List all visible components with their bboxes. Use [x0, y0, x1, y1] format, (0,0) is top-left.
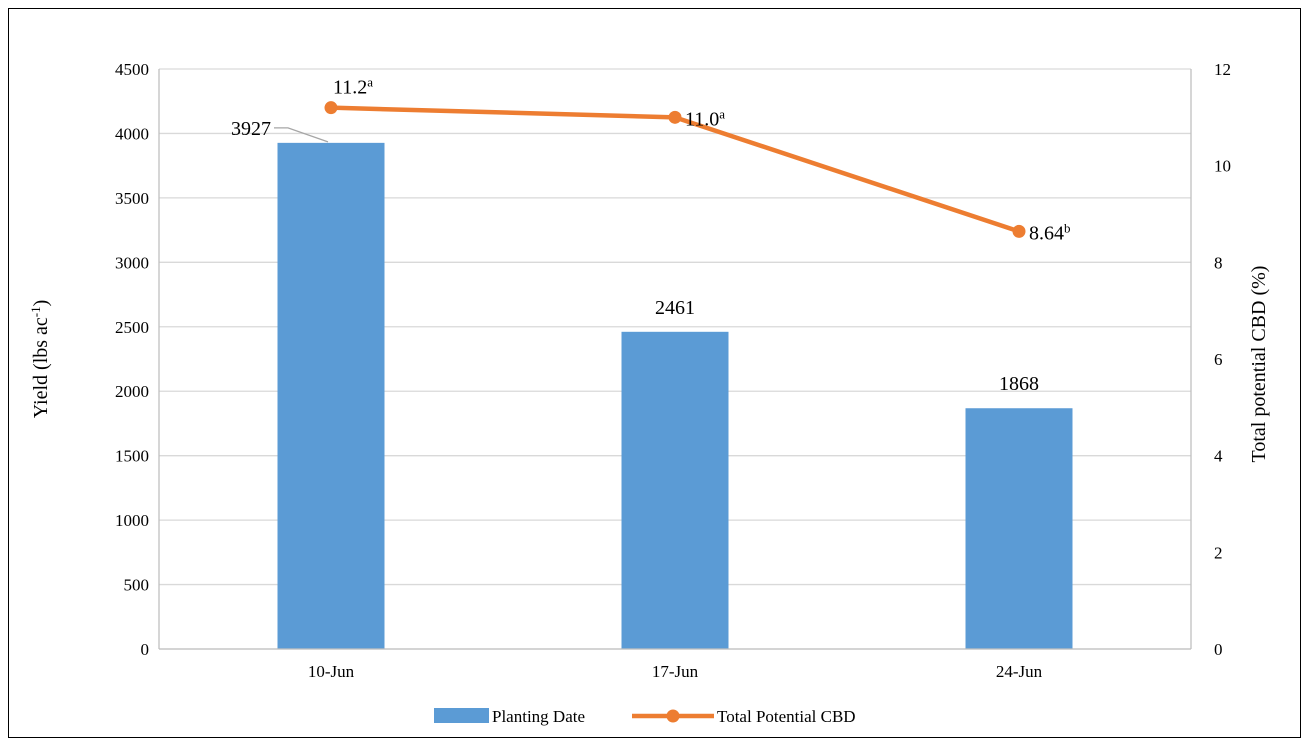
- chart-frame: 0 500 1000 1500 2000 2500 3000 3500 4000 4500 0 2 4 6…: [8, 8, 1301, 738]
- bar-label-leader-line: [274, 127, 329, 143]
- bar-data-label: 3927: [231, 118, 271, 140]
- cbd-point-17-Jun: [668, 110, 682, 124]
- y-right-tick-label: 10: [1214, 157, 1231, 176]
- cbd-data-label-letter: a: [367, 74, 373, 89]
- y-left-axis-title: Yield (lbs ac-1): [28, 300, 53, 419]
- y-right-tick-label: 4: [1214, 447, 1223, 466]
- y-left-tick-label: 2000: [115, 382, 149, 401]
- cbd-data-label: 11.2a: [333, 74, 373, 99]
- legend: Planting Date Total Potential CBD: [434, 707, 856, 726]
- y-left-tick-label: 0: [141, 640, 150, 659]
- line-series-total-potential-cbd: [324, 101, 1026, 238]
- y-left-tick-label: 1500: [115, 447, 149, 466]
- bar-data-label: 2461: [655, 297, 695, 319]
- y-right-tick-label: 6: [1214, 350, 1223, 369]
- cbd-data-label-value: 8.64: [1029, 222, 1064, 244]
- y-left-tick-label: 3000: [115, 253, 149, 272]
- y-left-tick-label: 4500: [115, 60, 149, 79]
- y-left-tick-label: 3500: [115, 189, 149, 208]
- y-right-tick-label: 12: [1214, 60, 1231, 79]
- y-left-tick-label: 2500: [115, 318, 149, 337]
- y-right-tick-label: 0: [1214, 640, 1223, 659]
- cbd-data-label: 8.64b: [1029, 220, 1071, 245]
- cbd-data-label-letter: a: [719, 106, 725, 121]
- y-right-tick-label: 2: [1214, 543, 1223, 562]
- cbd-data-label-value: 11.0: [685, 108, 719, 130]
- y-left-tick-label: 500: [124, 576, 150, 595]
- y-left-tick-label: 4000: [115, 124, 149, 143]
- legend-label-planting-date: Planting Date: [492, 707, 585, 726]
- y-left-axis-title-text: Yield (lbs ac: [30, 317, 52, 418]
- bar-10-Jun: [277, 142, 385, 649]
- y-right-tick-label: 8: [1214, 253, 1223, 272]
- x-tick-label: 17-Jun: [652, 662, 699, 681]
- cbd-data-label-letter: b: [1064, 220, 1071, 235]
- bar-24-Jun: [965, 408, 1073, 649]
- bar-series-planting-date: [277, 142, 1073, 649]
- x-tick-label: 10-Jun: [308, 662, 355, 681]
- y-left-axis-title-end: ): [30, 300, 52, 307]
- x-tick-label: 24-Jun: [996, 662, 1043, 681]
- combo-chart: 0500100015002000250030003500400045000246…: [28, 60, 1271, 726]
- cbd-point-24-Jun: [1012, 224, 1026, 238]
- legend-swatch-planting-date: [434, 708, 489, 723]
- legend-label-total-potential-cbd: Total Potential CBD: [717, 707, 856, 726]
- cbd-line: [328, 105, 1022, 234]
- cbd-data-label: 11.0a: [685, 106, 725, 131]
- cbd-data-label-value: 11.2: [333, 77, 367, 99]
- axes: 0500100015002000250030003500400045000246…: [28, 60, 1271, 681]
- legend-swatch-marker: [666, 709, 680, 723]
- cbd-point-10-Jun: [324, 101, 338, 115]
- bar-data-label: 1868: [999, 373, 1039, 395]
- y-left-axis-title-sup: -1: [28, 306, 43, 317]
- y-right-axis-title: Total potential CBD (%): [1248, 266, 1270, 463]
- bar-17-Jun: [621, 331, 729, 649]
- y-left-tick-label: 1000: [115, 511, 149, 530]
